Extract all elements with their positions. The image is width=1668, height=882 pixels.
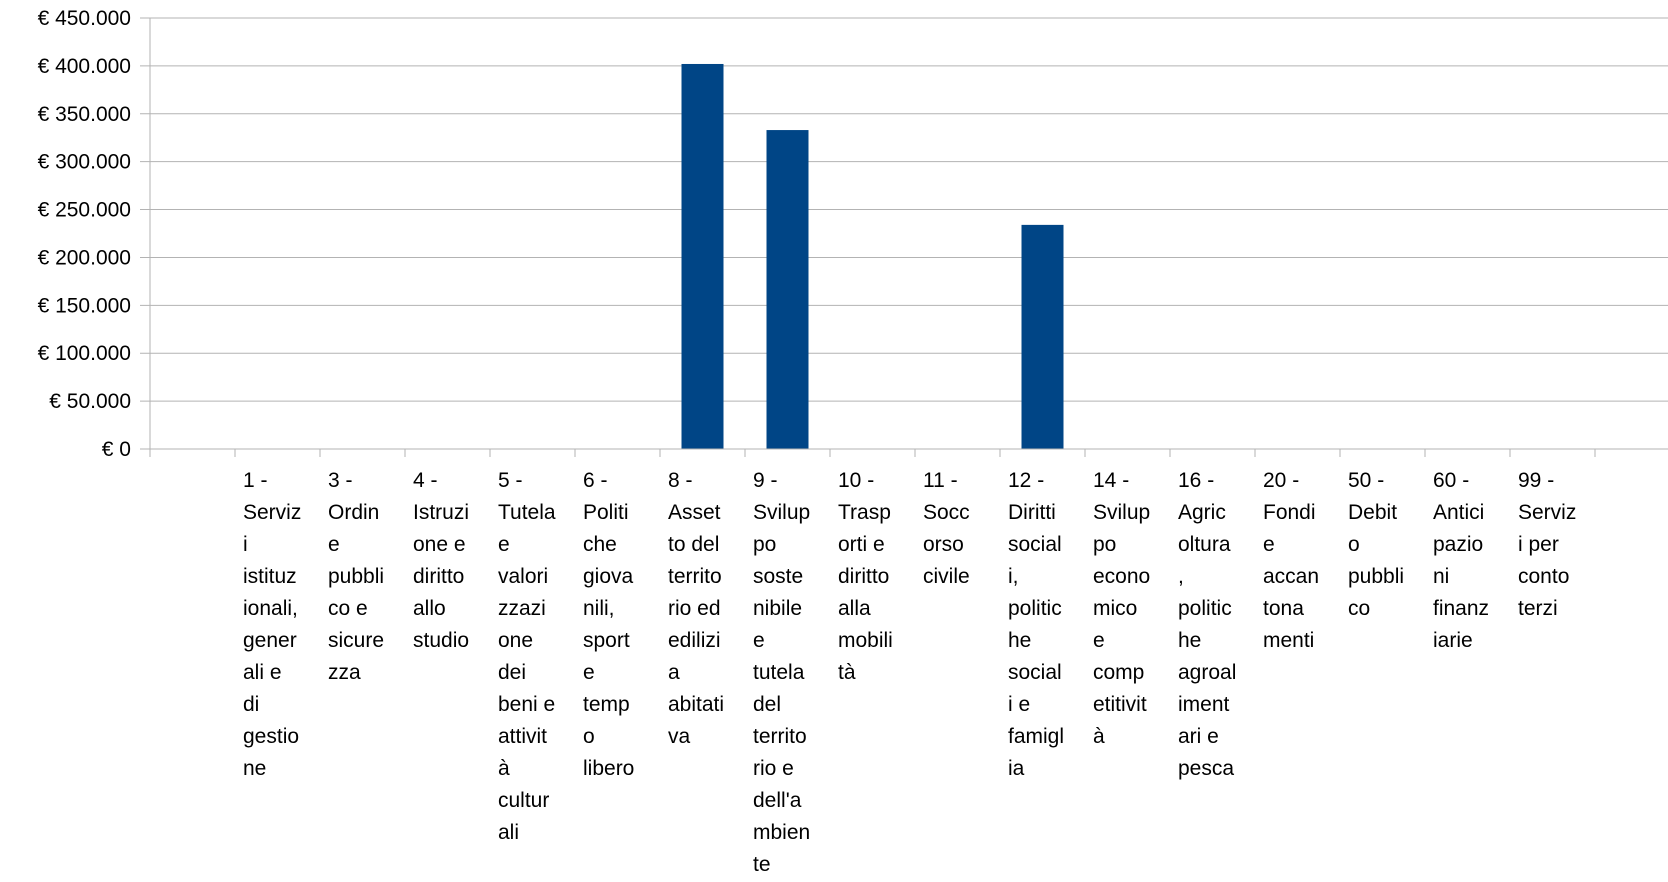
- x-category-label: 16 -Agric oltura, politic he agroal iment ari …: [1178, 469, 1236, 780]
- x-category-label: 1 -Serviz i istituz ionali, gener ali e di gest…: [243, 469, 301, 780]
- x-category-label: 12 -Diritti social i, politic he social i e fam…: [1008, 469, 1064, 780]
- y-tick-label: € 400.000: [38, 55, 131, 78]
- x-category-label: 3 -Ordin e pubbli co e sicure zza: [328, 469, 384, 684]
- y-tick-label: € 150.000: [38, 294, 131, 317]
- x-category-label: 20 -Fondi e accan tona menti: [1263, 469, 1319, 652]
- x-category-label: 14 -Svilup po econo mico e comp etitivit à: [1093, 469, 1150, 748]
- bar: [766, 130, 809, 449]
- y-axis-tick-labels: € 0 € 50.000 € 100.000 € 150.000 € 200.000 € …: [38, 7, 131, 461]
- x-category-label: 4 -Istruzi one e diritto allo studio: [413, 469, 469, 652]
- x-category-label: 99 -Serviz i per conto terzi: [1518, 469, 1576, 620]
- gridlines: [140, 17, 1668, 450]
- bar: [681, 63, 724, 450]
- x-category-label: 11 -Socc orso civile: [923, 469, 970, 588]
- y-tick-label: € 250.000: [38, 199, 131, 222]
- axes: [149, 18, 1668, 457]
- y-tick-label: € 0: [102, 438, 131, 461]
- x-category-label: 60 -Antici pazio ni finanz iarie: [1433, 469, 1489, 652]
- x-category-label: 50 -Debit o pubbli co: [1348, 469, 1404, 620]
- x-category-label: 8 -Asset to del territo rio ed edilizi a abita…: [668, 469, 724, 748]
- x-axis-category-labels: 1 -Serviz i istituz ionali, gener ali e di gest…: [243, 469, 1576, 876]
- y-tick-label: € 300.000: [38, 151, 131, 174]
- y-tick-label: € 200.000: [38, 246, 131, 269]
- bars: [681, 63, 1064, 450]
- x-category-label: 5 -Tutela e valori zzazi one dei beni e attivit…: [498, 469, 556, 844]
- x-category-label: 6 -Politi che giova nili, sport e temp o libero: [583, 469, 634, 780]
- y-tick-label: € 50.000: [49, 390, 131, 413]
- y-tick-label: € 350.000: [38, 103, 131, 126]
- y-tick-label: € 100.000: [38, 342, 131, 365]
- bar: [1021, 224, 1064, 449]
- y-tick-label: € 450.000: [38, 7, 131, 30]
- x-category-label: 10 -Trasp orti e diritto alla mobili tà: [838, 469, 893, 684]
- x-category-label: 9 -Svilup po soste nibile e tutela del territo r…: [753, 469, 810, 876]
